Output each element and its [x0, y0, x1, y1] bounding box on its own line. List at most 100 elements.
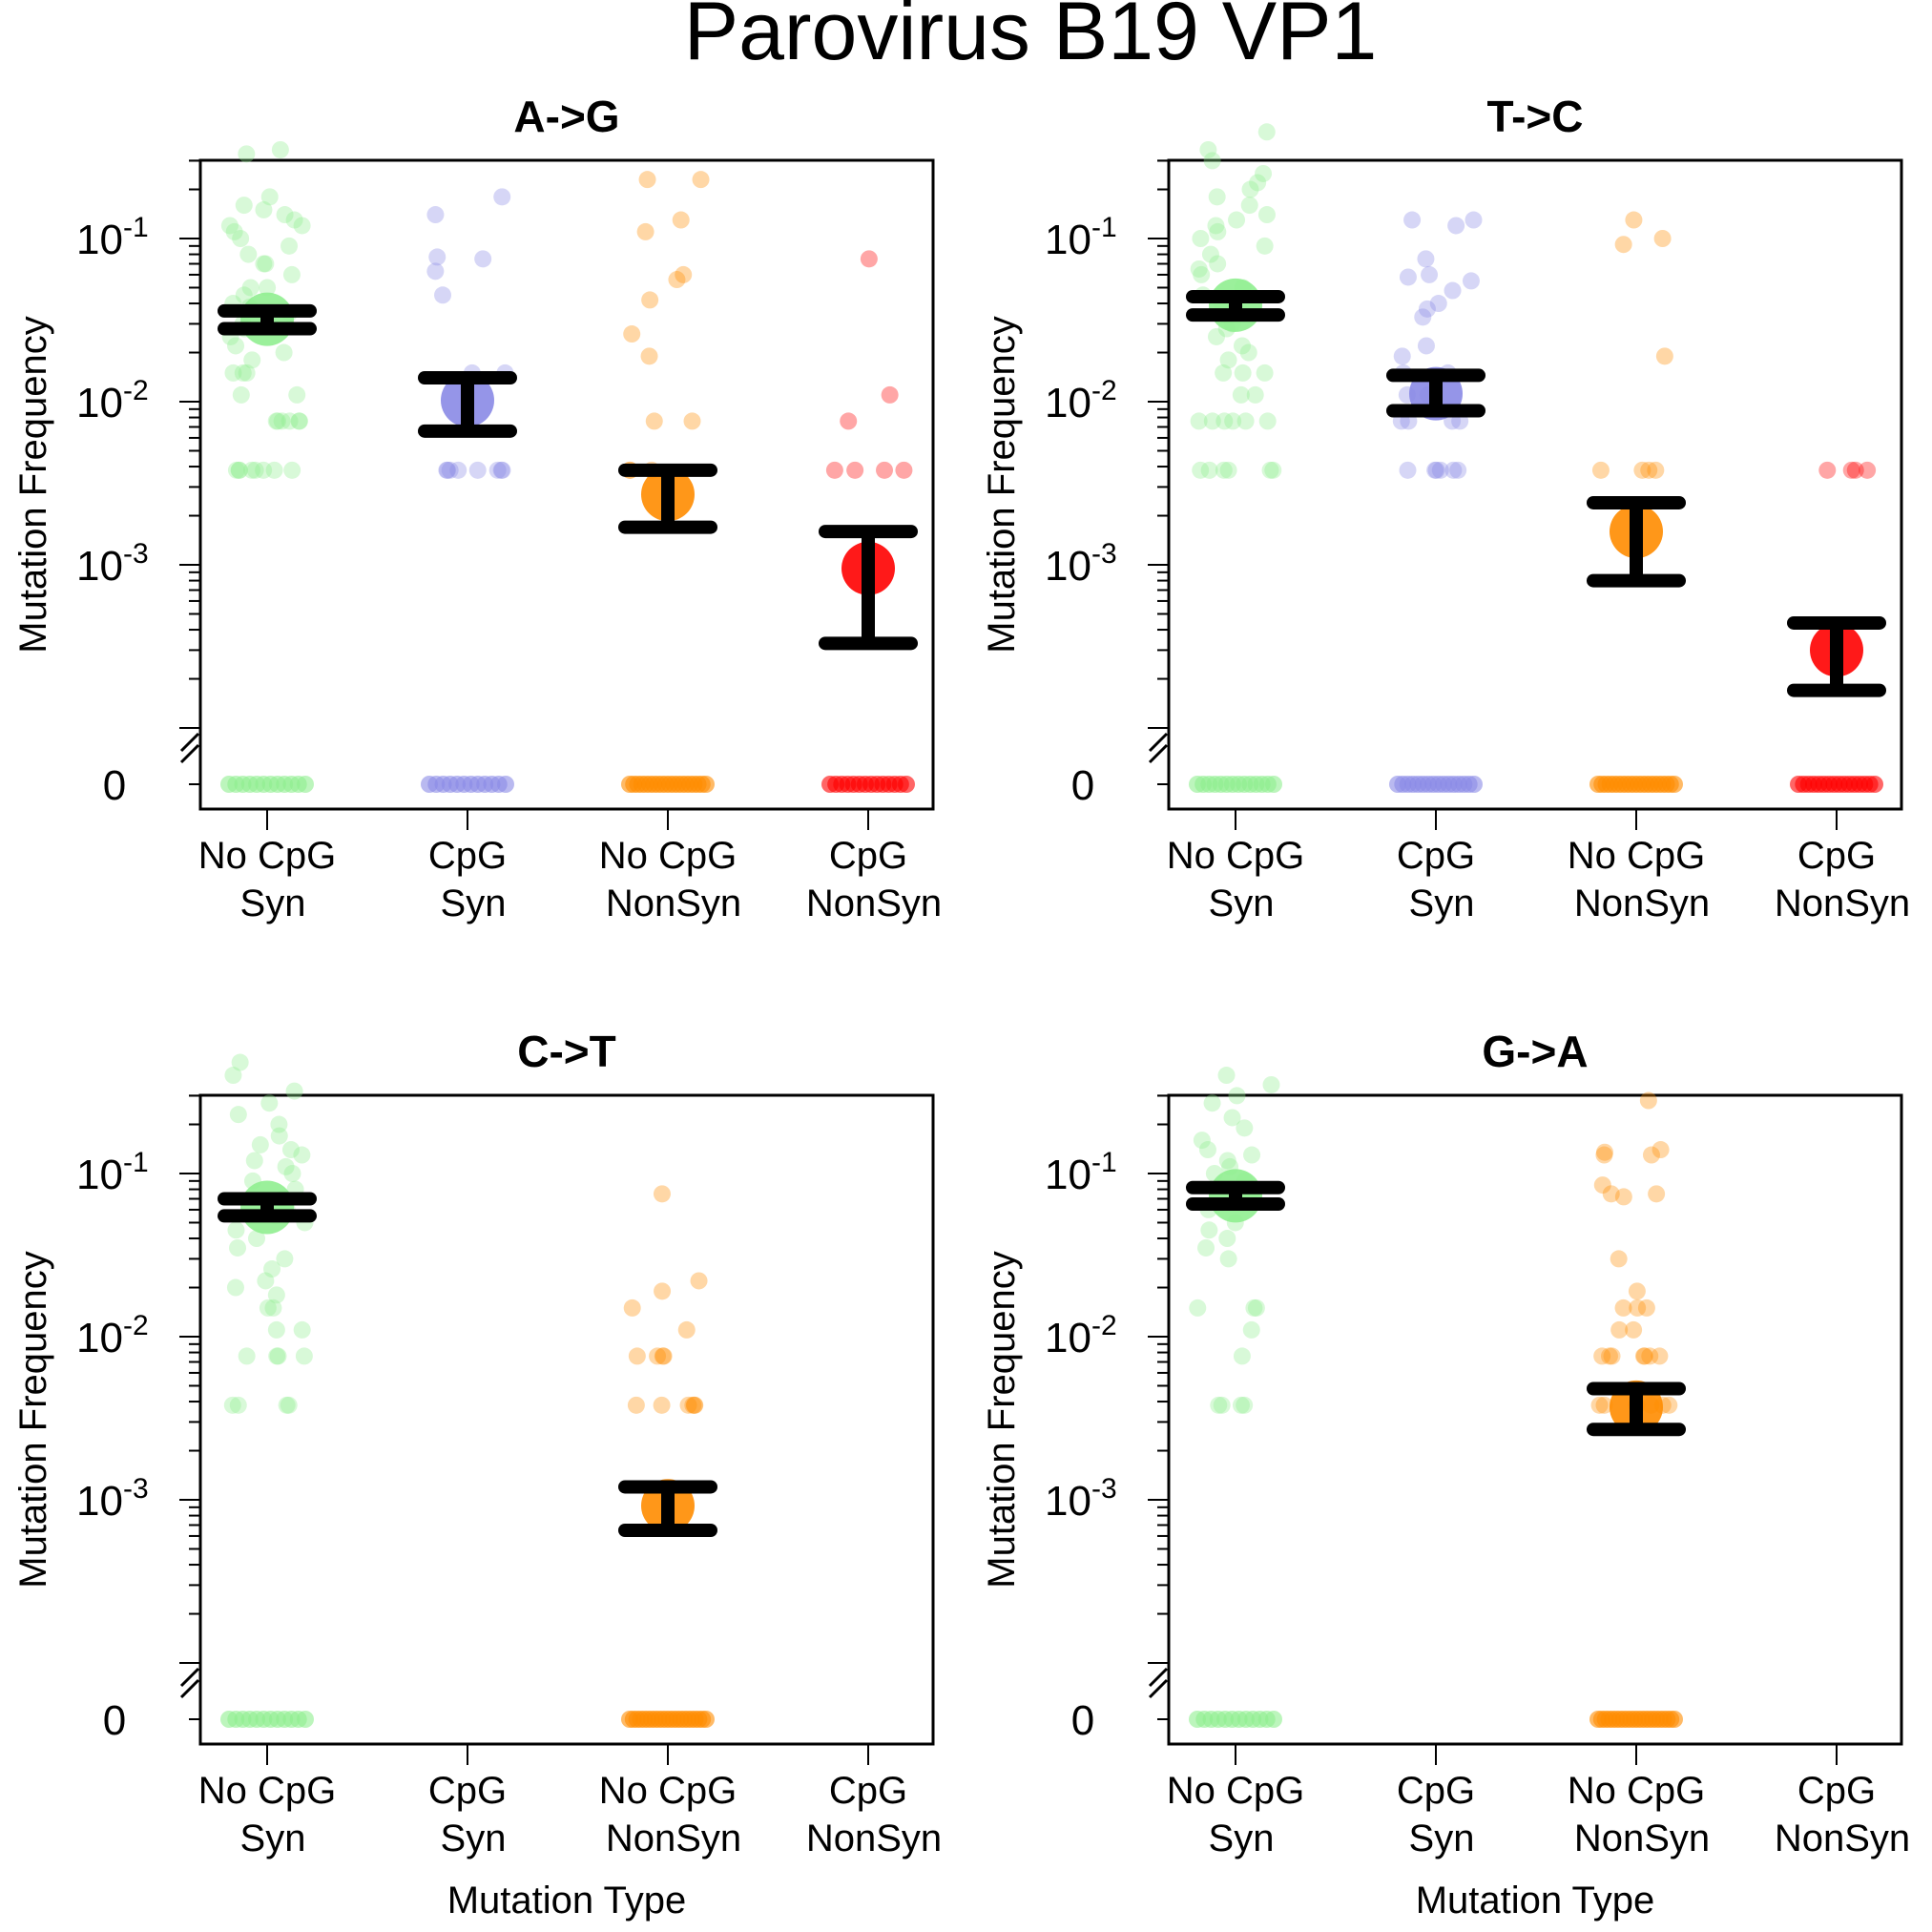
data-point [895, 461, 913, 479]
data-point [270, 1127, 288, 1145]
data-point [293, 1320, 311, 1339]
data-point [1190, 260, 1208, 278]
y-zero-label: 0 [1071, 762, 1094, 809]
data-point [1215, 412, 1234, 430]
data-point [267, 412, 285, 430]
data-point [239, 245, 258, 263]
data-point [1614, 1188, 1632, 1206]
data-point [1190, 412, 1208, 430]
data-point [267, 1286, 285, 1304]
data-point [1203, 152, 1221, 170]
series-group [618, 171, 717, 793]
data-point [672, 211, 690, 229]
data-point [441, 461, 459, 479]
data-point [280, 237, 299, 255]
y-tick-label: 10-2 [76, 375, 149, 426]
data-point [276, 206, 294, 224]
x-tick-label: No CpG [1167, 1770, 1305, 1812]
x-tick-label: No CpG [1167, 835, 1305, 877]
data-point [280, 412, 299, 430]
data-point [227, 1221, 245, 1239]
data-point [1200, 461, 1218, 479]
zero-point [1465, 776, 1483, 793]
data-point [426, 262, 445, 280]
data-point [636, 222, 654, 240]
zero-point [697, 1711, 715, 1728]
data-point [1199, 140, 1217, 158]
axis-break-mark [179, 732, 200, 753]
data-point [1261, 461, 1279, 479]
data-point [1465, 211, 1483, 229]
data-point [1633, 461, 1652, 479]
chart-panel: A->G 10-1 10-2 10-3 0 Mutation Frequency No Cp… [12, 92, 942, 924]
x-tick-label: CpG [1397, 1770, 1475, 1812]
data-point [1192, 461, 1210, 479]
data-point [428, 248, 447, 266]
data-point [640, 347, 658, 365]
data-point [1449, 461, 1467, 479]
data-point [1233, 1347, 1251, 1365]
data-point [1625, 211, 1643, 229]
data-point [288, 385, 306, 404]
data-point [290, 412, 308, 430]
zero-point [1866, 776, 1883, 793]
data-point [1421, 265, 1439, 283]
data-point [654, 1282, 672, 1300]
data-point [840, 412, 858, 430]
data-point [232, 230, 250, 247]
data-point [1223, 1109, 1241, 1127]
x-tick-label: Syn [1409, 883, 1475, 924]
data-point [438, 461, 456, 479]
series-group [418, 188, 517, 793]
x-tick-label: Syn [441, 883, 507, 924]
data-point [1427, 461, 1445, 479]
data-point [627, 1396, 645, 1414]
data-point [684, 1396, 702, 1414]
data-point [488, 461, 507, 479]
axis-break-mark [179, 743, 200, 764]
series-group [218, 140, 317, 793]
y-axis-label: Mutation Frequency [12, 1251, 54, 1589]
data-point [257, 1272, 275, 1290]
data-point [235, 286, 253, 304]
y-axis-label: Mutation Frequency [981, 316, 1023, 654]
data-point [260, 188, 279, 206]
x-tick-label: NonSyn [1775, 1818, 1910, 1859]
data-point [1234, 364, 1252, 382]
data-point [1201, 245, 1219, 263]
y-zero-label: 0 [103, 1697, 126, 1744]
data-point [1625, 1320, 1643, 1339]
data-point [825, 461, 843, 479]
x-tick-label: CpG [1797, 835, 1876, 877]
data-point [227, 461, 245, 479]
data-point [1189, 1298, 1207, 1317]
data-point [1610, 1250, 1628, 1268]
x-tick-label: Syn [1209, 1818, 1275, 1859]
data-point [223, 1396, 241, 1414]
data-point [1652, 1141, 1670, 1159]
data-point [1218, 1152, 1236, 1170]
zero-point [1666, 776, 1683, 793]
data-point [1197, 1238, 1215, 1257]
data-point [1193, 265, 1211, 283]
data-point [1228, 211, 1246, 229]
data-point [264, 1298, 282, 1317]
data-point [1236, 1119, 1254, 1137]
data-point [251, 1135, 269, 1153]
data-point [881, 385, 899, 404]
data-point [1232, 385, 1250, 404]
data-point [1595, 1143, 1613, 1161]
data-point [1232, 1396, 1250, 1414]
data-point [1249, 174, 1267, 192]
data-point [260, 1094, 279, 1112]
data-point [1642, 1146, 1660, 1164]
x-tick-label: No CpG [599, 835, 737, 877]
data-point [278, 1396, 296, 1414]
data-point [269, 412, 287, 430]
x-tick-label: No CpG [599, 1770, 737, 1812]
data-point [235, 197, 253, 215]
x-tick-label: CpG [829, 835, 907, 877]
data-point [238, 364, 256, 382]
data-point [1818, 461, 1837, 479]
